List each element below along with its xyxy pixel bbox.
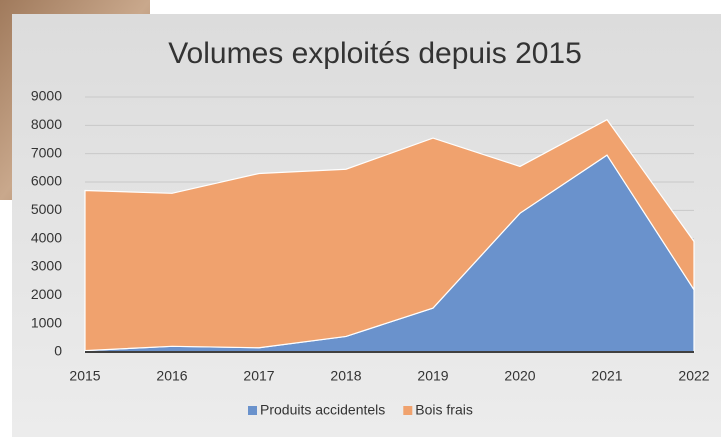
x-tick-label: 2015 xyxy=(69,368,100,384)
x-tick-label: 2017 xyxy=(243,368,274,384)
x-tick-label: 2016 xyxy=(156,368,187,384)
page: Volumes exploités depuis 2015 0 1000 2000 3… xyxy=(0,0,721,437)
legend-swatch xyxy=(403,406,412,415)
y-tick-label: 3000 xyxy=(31,258,62,274)
x-tick-label: 2021 xyxy=(591,368,622,384)
legend-label: Produits accidentels xyxy=(260,402,385,418)
y-tick-label: 5000 xyxy=(31,201,62,217)
x-tick-label: 2022 xyxy=(678,368,709,384)
legend-swatch xyxy=(248,406,257,415)
y-tick-label: 9000 xyxy=(31,88,62,104)
x-tick-label: 2020 xyxy=(504,368,535,384)
x-tick-label: 2018 xyxy=(330,368,361,384)
y-tick-label: 1000 xyxy=(31,314,62,330)
y-tick-label: 2000 xyxy=(31,286,62,302)
y-tick-label: 7000 xyxy=(31,144,62,160)
y-tick-label: 4000 xyxy=(31,229,62,245)
y-tick-label: 8000 xyxy=(31,116,62,132)
y-tick-label: 0 xyxy=(54,343,62,359)
legend-label: Bois frais xyxy=(415,402,473,418)
y-tick-label: 6000 xyxy=(31,173,62,189)
chart-title: Volumes exploités depuis 2015 xyxy=(168,37,582,70)
x-tick-label: 2019 xyxy=(417,368,448,384)
chart: Volumes exploités depuis 2015 0 1000 2000 3… xyxy=(0,0,721,437)
